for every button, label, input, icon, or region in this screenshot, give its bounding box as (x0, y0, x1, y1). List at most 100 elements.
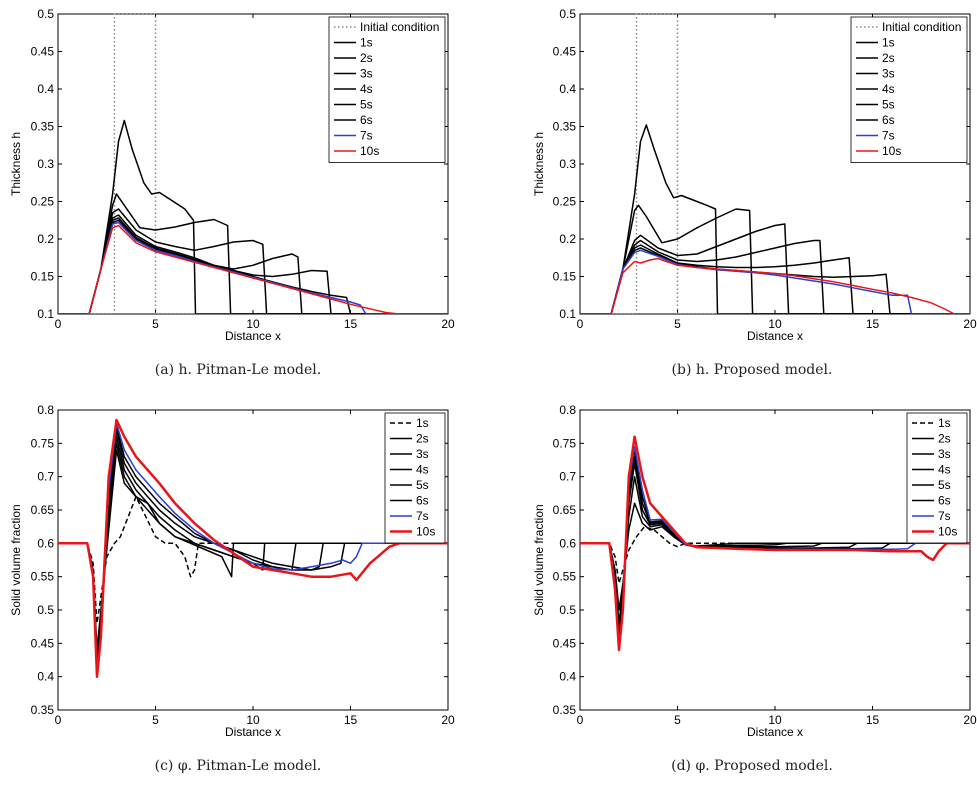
y-tick-label: 0.7 (37, 470, 54, 484)
y-axis-label: Thickness h (9, 132, 23, 196)
legend-label: 1s (938, 416, 951, 430)
legend-label: 1s (360, 36, 373, 50)
y-tick-label: 0.15 (31, 270, 55, 284)
x-axis-label: Distance x (225, 725, 281, 739)
y-tick-label: 0.5 (559, 603, 576, 617)
y-axis-label: Solid volume fraction (9, 504, 23, 615)
y-tick-label: 0.4 (559, 670, 576, 684)
x-tick-label: 0 (577, 713, 584, 727)
x-tick-label: 20 (963, 713, 977, 727)
y-tick-label: 0.15 (553, 270, 577, 284)
y-axis-label: Thickness h (532, 132, 546, 196)
legend-label: 5s (416, 478, 429, 492)
series-line-10s (580, 435, 970, 652)
x-tick-label: 0 (55, 317, 62, 331)
y-tick-label: 0.35 (31, 703, 55, 717)
legend-label: 3s (360, 67, 373, 81)
legend-label: 1s (882, 36, 895, 50)
x-axis-label: Distance x (747, 329, 803, 343)
legend-label: 5s (360, 98, 373, 112)
series-lines (580, 13, 970, 314)
y-tick-label: 0.5 (37, 603, 54, 617)
series-line-2s (580, 502, 970, 611)
chart-panel-3: 0 5 10 15 20 0.35 0.4 0.45 0.5 0.55 0.6 0.65 0.7 0.75… (532, 403, 977, 739)
y-tick-label: 0.35 (553, 120, 577, 134)
x-tick-label: 15 (344, 317, 358, 331)
y-tick-label: 0.3 (559, 157, 576, 171)
x-tick-label: 10 (768, 317, 782, 331)
x-tick-label: 15 (344, 713, 358, 727)
legend-label: 6s (882, 113, 895, 127)
series-line-3s (580, 223, 970, 314)
legend-label: 5s (938, 478, 951, 492)
series-line-1s (580, 124, 970, 314)
chart-panel-0: 0 5 10 15 20 0.1 0.15 0.2 0.25 0.3 0.35 0.4 0.45 0.5 D… (9, 7, 455, 343)
legend-label: Initial condition (360, 20, 439, 34)
y-tick-label: 0.5 (37, 7, 54, 21)
legend-label: 7s (360, 129, 373, 143)
legend-label: 2s (416, 432, 429, 446)
y-tick-label: 0.8 (559, 403, 576, 417)
series-lines (580, 435, 970, 652)
chart-panel-1: 0 5 10 15 20 0.1 0.15 0.2 0.25 0.3 0.35 0.4 0.45 0.5 D… (532, 7, 977, 343)
legend-label: 7s (416, 509, 429, 523)
y-tick-label: 0.1 (37, 307, 54, 321)
x-tick-label: 15 (866, 317, 880, 331)
series-line-10s (58, 224, 448, 314)
series-lines (58, 13, 448, 314)
y-tick-label: 0.4 (559, 82, 576, 96)
legend-label: 10s (938, 525, 957, 539)
y-tick-label: 0.8 (37, 403, 54, 417)
plot-area (579, 409, 971, 711)
legend-box (906, 412, 968, 544)
panel-caption: (a) h. Pitman-Le model. (155, 362, 321, 378)
legend-label: 4s (360, 82, 373, 96)
legend-label: 4s (416, 463, 429, 477)
legend-label: 7s (938, 509, 951, 523)
y-tick-label: 0.25 (553, 195, 577, 209)
legend-label: 2s (938, 432, 951, 446)
y-tick-label: 0.75 (31, 436, 55, 450)
x-tick-label: 10 (246, 713, 260, 727)
y-tick-label: 0.55 (31, 570, 55, 584)
series-line-1s (58, 119, 448, 314)
y-tick-label: 0.35 (553, 703, 577, 717)
series-line-2s (580, 204, 970, 314)
legend-label: 4s (938, 463, 951, 477)
y-tick-label: 0.5 (559, 7, 576, 21)
x-tick-label: 5 (152, 713, 159, 727)
series-line-initial-condition (580, 13, 970, 314)
legend-label: 3s (416, 447, 429, 461)
y-tick-label: 0.1 (559, 307, 576, 321)
x-tick-label: 10 (246, 317, 260, 331)
y-tick-label: 0.45 (31, 45, 55, 59)
series-line-10s (580, 257, 970, 314)
y-tick-label: 0.25 (31, 195, 55, 209)
series-line-1s (580, 525, 970, 585)
legend-label: 7s (882, 129, 895, 143)
legend-label: 10s (360, 144, 379, 158)
series-line-initial-condition (58, 13, 448, 314)
legend-label: 10s (882, 144, 901, 158)
y-tick-label: 0.6 (37, 536, 54, 550)
y-tick-label: 0.35 (31, 120, 55, 134)
legend-label: 10s (416, 525, 435, 539)
x-tick-label: 5 (674, 713, 681, 727)
y-tick-label: 0.55 (553, 570, 577, 584)
x-tick-label: 0 (55, 713, 62, 727)
y-tick-label: 0.45 (31, 636, 55, 650)
x-tick-label: 5 (674, 317, 681, 331)
legend-label: 6s (416, 494, 429, 508)
y-axis-label: Solid volume fraction (532, 504, 546, 615)
y-tick-label: 0.6 (559, 536, 576, 550)
x-tick-label: 20 (441, 317, 455, 331)
legend-label: 3s (882, 67, 895, 81)
legend-label: 6s (360, 113, 373, 127)
y-tick-label: 0.2 (559, 232, 576, 246)
series-line-5s (580, 244, 970, 314)
series-line-7s (58, 221, 448, 314)
legend-label: 5s (882, 98, 895, 112)
